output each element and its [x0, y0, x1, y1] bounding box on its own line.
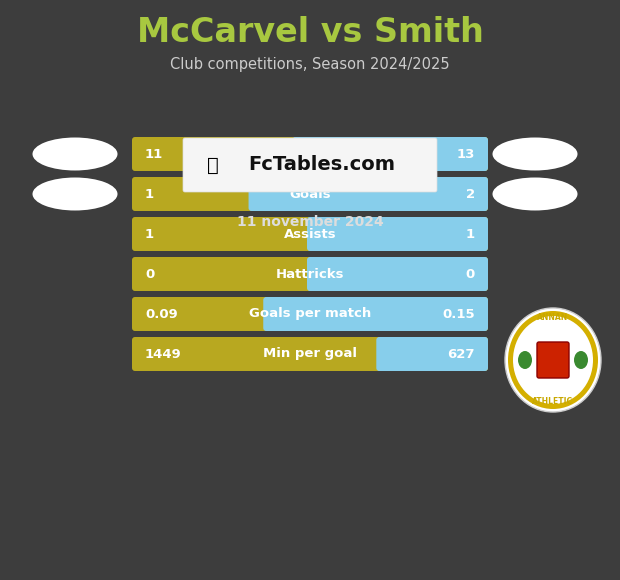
- Text: 0: 0: [145, 267, 154, 281]
- Ellipse shape: [492, 177, 577, 211]
- Text: 0: 0: [466, 267, 475, 281]
- Text: Hattricks: Hattricks: [276, 267, 344, 281]
- FancyBboxPatch shape: [132, 297, 488, 331]
- Text: 2: 2: [466, 187, 475, 201]
- Text: Goals per match: Goals per match: [249, 307, 371, 321]
- Text: 0.09: 0.09: [145, 307, 178, 321]
- Text: 1: 1: [145, 227, 154, 241]
- FancyBboxPatch shape: [537, 342, 569, 378]
- Ellipse shape: [492, 137, 577, 171]
- Text: 1: 1: [145, 187, 154, 201]
- Ellipse shape: [508, 311, 598, 409]
- Text: 11 november 2024: 11 november 2024: [237, 215, 383, 229]
- FancyBboxPatch shape: [132, 337, 488, 371]
- Ellipse shape: [574, 351, 588, 369]
- Text: Min per goal: Min per goal: [263, 347, 357, 361]
- Text: Matches: Matches: [278, 147, 342, 161]
- Text: 11: 11: [145, 147, 163, 161]
- Ellipse shape: [32, 177, 118, 211]
- Ellipse shape: [513, 316, 593, 404]
- Text: 13: 13: [456, 147, 475, 161]
- Text: 1: 1: [466, 227, 475, 241]
- FancyBboxPatch shape: [183, 138, 437, 192]
- FancyBboxPatch shape: [264, 297, 488, 331]
- Text: ATHLETIC: ATHLETIC: [533, 397, 574, 407]
- FancyBboxPatch shape: [132, 137, 488, 171]
- Text: 627: 627: [448, 347, 475, 361]
- Ellipse shape: [518, 351, 532, 369]
- Text: 📊: 📊: [207, 155, 219, 175]
- FancyBboxPatch shape: [132, 177, 488, 211]
- Text: FcTables.com: FcTables.com: [249, 155, 396, 175]
- FancyBboxPatch shape: [292, 137, 488, 171]
- FancyBboxPatch shape: [376, 337, 488, 371]
- Text: Club competitions, Season 2024/2025: Club competitions, Season 2024/2025: [170, 57, 450, 72]
- Text: 1449: 1449: [145, 347, 182, 361]
- Text: Goals: Goals: [289, 187, 331, 201]
- Text: ANNAN: ANNAN: [538, 314, 569, 322]
- Text: McCarvel vs Smith: McCarvel vs Smith: [136, 16, 484, 49]
- FancyBboxPatch shape: [132, 257, 488, 291]
- Text: Assists: Assists: [284, 227, 336, 241]
- Text: 0.15: 0.15: [443, 307, 475, 321]
- FancyBboxPatch shape: [307, 257, 488, 291]
- FancyBboxPatch shape: [249, 177, 488, 211]
- Ellipse shape: [32, 137, 118, 171]
- Ellipse shape: [505, 308, 601, 412]
- FancyBboxPatch shape: [132, 217, 488, 251]
- FancyBboxPatch shape: [307, 217, 488, 251]
